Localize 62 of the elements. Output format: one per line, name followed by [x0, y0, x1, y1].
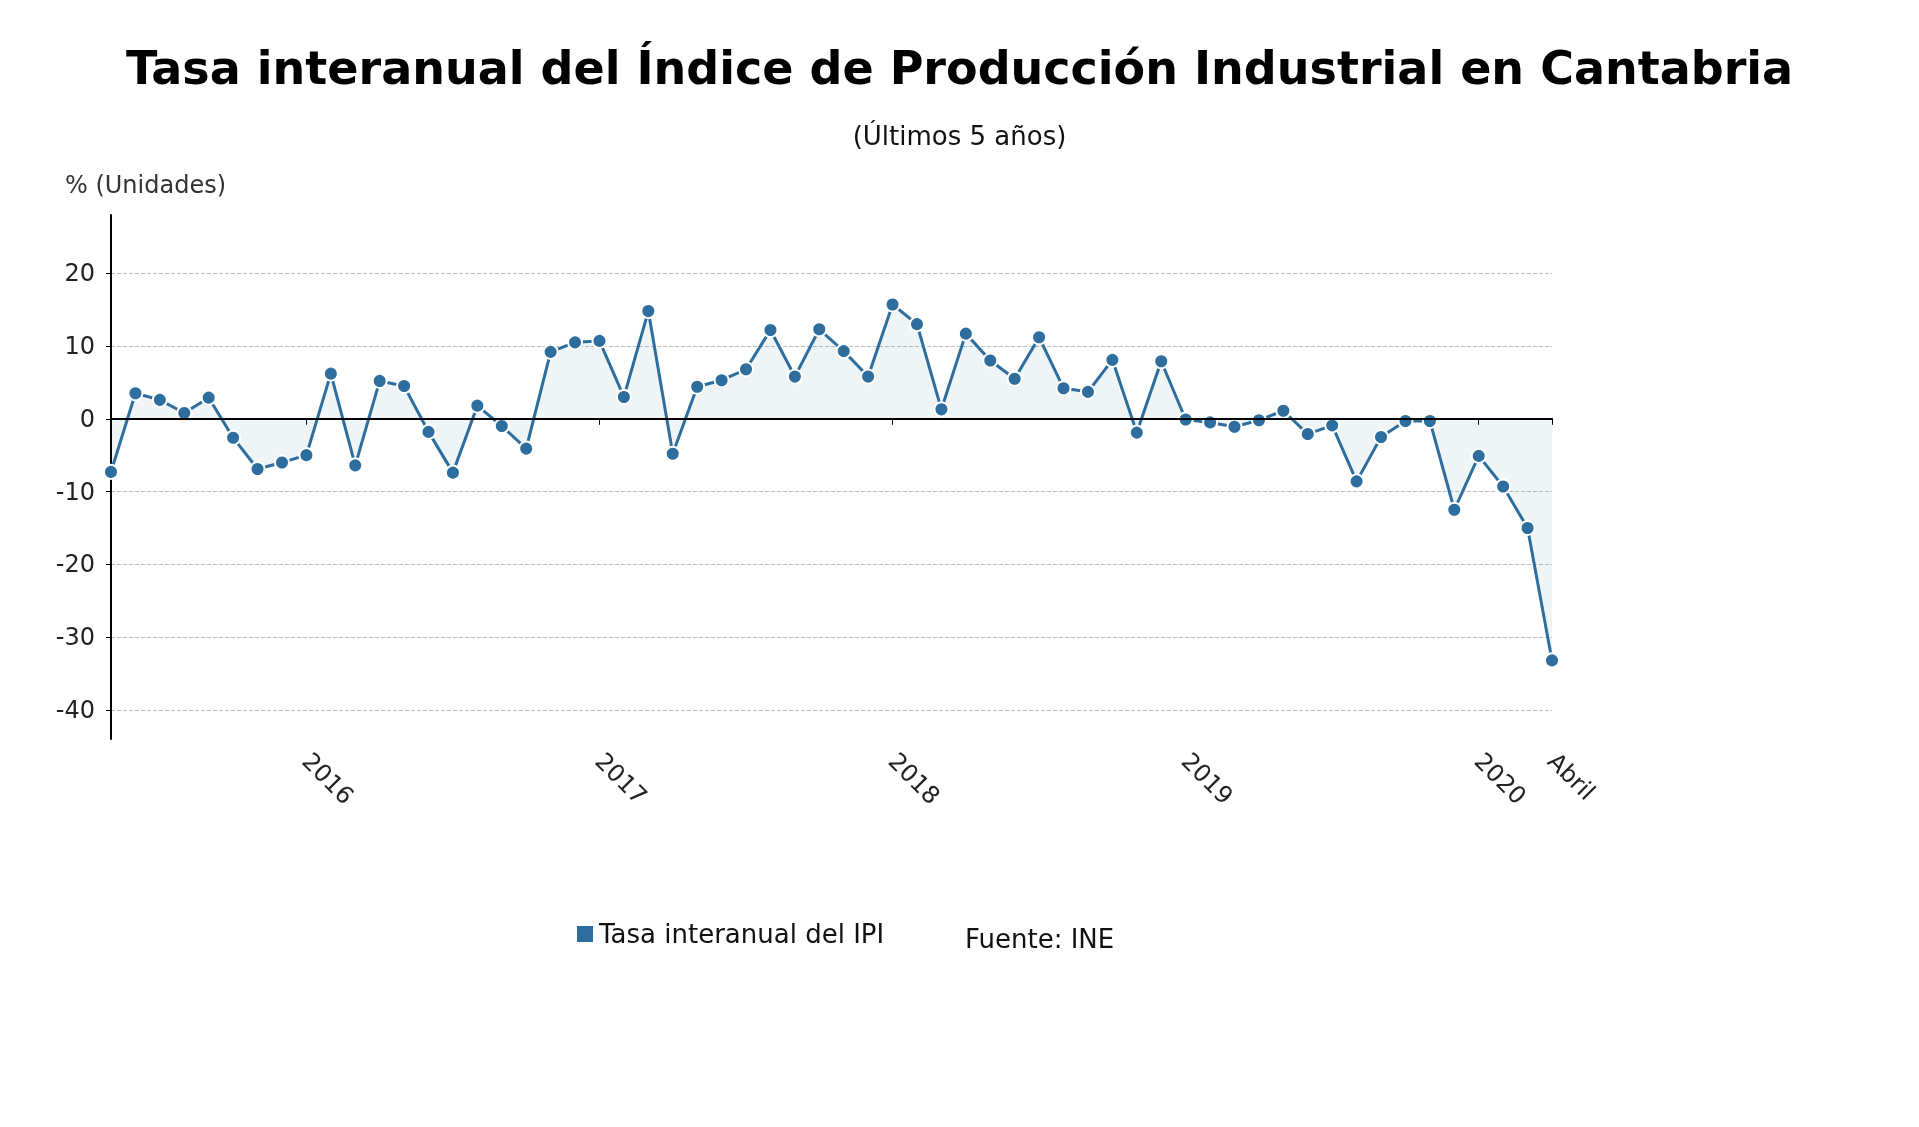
point: [1055, 380, 1072, 397]
point: [322, 365, 339, 382]
point: [567, 334, 584, 351]
point: [225, 429, 242, 446]
point: [469, 397, 486, 414]
legend-label: Tasa interanual del IPI: [598, 919, 885, 949]
point: [127, 385, 144, 402]
point: [689, 378, 706, 395]
y-axis-title: % (Unidades): [65, 171, 227, 199]
point: [1128, 424, 1145, 441]
point: [640, 303, 657, 320]
point: [200, 389, 217, 406]
point: [518, 440, 535, 457]
point: [909, 316, 925, 333]
y-tick-label: 20: [64, 259, 95, 288]
point: [1079, 383, 1096, 400]
point: [1006, 370, 1023, 387]
point: [713, 372, 730, 389]
point: [1153, 353, 1170, 370]
point: [1226, 418, 1243, 435]
point: [786, 368, 803, 385]
point: [933, 401, 950, 418]
y-tick-label: -20: [55, 550, 95, 579]
chart-title: Tasa interanual del Índice de Producción Industrial en Cantabria: [125, 41, 1794, 95]
point: [1275, 402, 1292, 419]
point: [884, 296, 901, 313]
point: [860, 368, 877, 385]
point: [1495, 478, 1512, 495]
point: [1104, 351, 1121, 368]
point: [1519, 519, 1536, 536]
point: [591, 332, 608, 349]
y-tick-label: -30: [55, 623, 95, 652]
point: [249, 461, 266, 477]
point: [347, 457, 364, 474]
point: [103, 463, 119, 480]
chart-subtitle: (Últimos 5 años): [852, 120, 1067, 151]
point: [1544, 652, 1560, 669]
point: [371, 372, 388, 389]
y-tick-label: 10: [64, 332, 95, 360]
point: [1373, 428, 1390, 445]
point: [982, 352, 999, 369]
point: [420, 423, 437, 440]
point: [1470, 447, 1487, 464]
point: [444, 464, 461, 481]
y-tick-label: 0: [79, 404, 95, 433]
point: [835, 343, 852, 360]
point: [493, 418, 510, 435]
y-tick-label: -10: [55, 477, 95, 506]
point: [738, 361, 755, 378]
point: [151, 391, 168, 408]
point: [811, 321, 828, 338]
point: [542, 343, 559, 360]
source-note: Fuente: INE: [965, 924, 1115, 954]
point: [1031, 329, 1048, 346]
point: [1348, 473, 1365, 490]
y-tick-label: -40: [55, 695, 95, 724]
point: [273, 454, 290, 471]
point: [1446, 501, 1463, 518]
point: [664, 445, 681, 462]
point: [298, 447, 315, 464]
point: [957, 325, 974, 342]
point: [615, 388, 632, 405]
